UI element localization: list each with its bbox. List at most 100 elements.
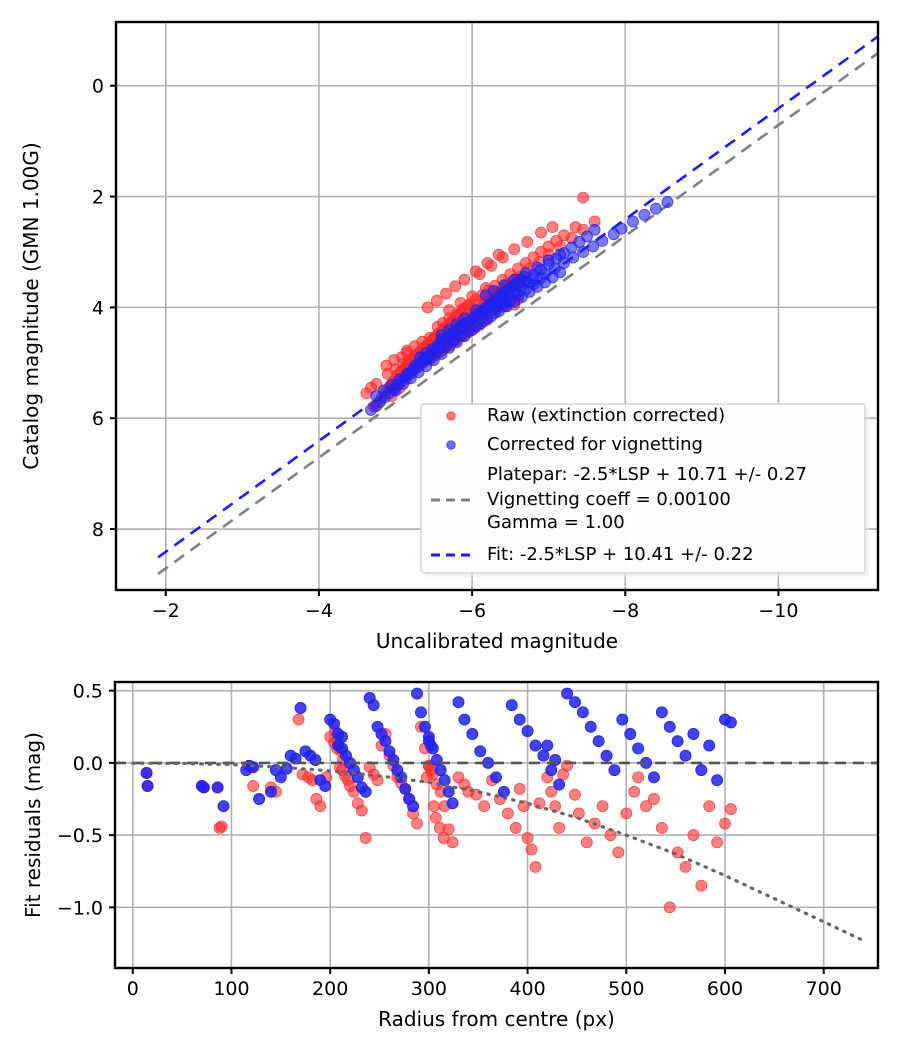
xtick-label: −4 (305, 600, 333, 622)
data-point (418, 720, 431, 733)
data-point (596, 800, 609, 813)
xtick-label: −2 (152, 600, 180, 622)
data-point (505, 699, 518, 712)
x-axis-label: Radius from centre (px) (378, 1007, 615, 1031)
data-point (529, 739, 542, 752)
data-point (577, 246, 590, 258)
legend-label: Corrected for vignetting (487, 434, 703, 455)
legend-entry[interactable]: Gamma = 1.00 (487, 512, 625, 533)
data-point (440, 287, 453, 300)
vignetting-curve (131, 761, 865, 943)
data-point (197, 781, 210, 794)
data-point (414, 351, 426, 364)
plot-background (115, 682, 878, 968)
data-point (328, 717, 341, 730)
xtick-label: 400 (509, 978, 545, 1000)
scatter-series-corrected (365, 196, 674, 416)
axes-frame (114, 20, 880, 592)
data-point (703, 739, 716, 752)
data-point (537, 749, 550, 762)
data-point (615, 222, 628, 235)
data-point (359, 785, 372, 798)
ytick-label: 0 (92, 76, 104, 98)
data-point (481, 257, 494, 269)
data-point (215, 820, 228, 833)
legend-entry[interactable]: Fit: -2.5*LSP + 10.41 +/- 0.22 (431, 544, 754, 565)
data-point (509, 821, 522, 834)
x-axis-label: Uncalibrated magnitude (376, 629, 618, 653)
data-point (679, 749, 692, 762)
data-point (517, 800, 530, 813)
data-point (513, 713, 526, 726)
data-point (584, 720, 597, 733)
data-point (531, 261, 544, 274)
data-point (545, 764, 558, 777)
data-point (469, 265, 482, 278)
data-point (529, 860, 542, 873)
legend-entry[interactable]: Corrected for vignetting (446, 434, 703, 455)
data-point (703, 800, 716, 813)
data-point (554, 248, 567, 261)
data-point (655, 706, 668, 719)
axes-frame (113, 680, 880, 970)
data-point (274, 771, 287, 784)
data-point (490, 771, 502, 784)
data-point (687, 728, 700, 740)
data-point (492, 248, 505, 261)
axis-ticks: 0 100 200 300 400 500 600 700 0.5 0.0 −0.5 −1.0 (57, 681, 842, 1000)
data-point (724, 716, 737, 729)
data-point (569, 696, 581, 709)
data-point (620, 807, 633, 820)
legend-label: Fit: -2.5*LSP + 10.41 +/- 0.22 (487, 544, 754, 565)
data-point (247, 780, 260, 792)
data-point (542, 254, 555, 267)
data-point (580, 836, 593, 849)
data-point (608, 764, 621, 777)
data-point (616, 713, 629, 726)
ytick-label: 8 (92, 519, 104, 541)
ytick-label: 0.0 (73, 753, 103, 775)
legend-entry[interactable]: Raw (extinction corrected) (446, 405, 725, 426)
data-point (477, 306, 490, 319)
legend-marker (446, 411, 456, 421)
data-point (711, 774, 724, 787)
data-point (458, 713, 471, 726)
legend-entry[interactable]: Vignetting coeff = 0.00100 (431, 489, 731, 510)
data-point (626, 215, 639, 228)
data-point (545, 785, 558, 798)
axis-ticks: −2 −4 −6 −8 −10 0 2 4 6 8 (92, 76, 799, 622)
data-point (370, 377, 383, 390)
data-point (711, 836, 724, 849)
data-point (211, 781, 224, 794)
data-point (588, 223, 601, 236)
data-point (592, 735, 605, 748)
data-point (679, 860, 692, 873)
xtick-label: 300 (411, 978, 447, 1000)
xtick-label: 700 (806, 978, 842, 1000)
scatter-series-corrected (140, 687, 737, 813)
data-point (458, 273, 471, 286)
data-point (521, 725, 534, 738)
data-point (724, 803, 737, 816)
data-point (632, 742, 645, 755)
data-point (359, 832, 372, 844)
data-point (466, 728, 479, 740)
data-point (624, 728, 637, 740)
data-point (446, 797, 459, 810)
data-layer (115, 687, 878, 943)
data-point (452, 696, 465, 709)
data-point (265, 785, 277, 798)
legend-entry[interactable]: Platepar: -2.5*LSP + 10.71 +/- 0.27 (487, 464, 807, 485)
data-point (508, 273, 521, 286)
data-point (553, 778, 566, 791)
data-layer (157, 35, 878, 575)
data-point (292, 713, 305, 726)
data-point (420, 771, 433, 784)
xtick-label: 500 (608, 978, 644, 1000)
data-point (553, 821, 566, 834)
data-point (401, 344, 413, 357)
data-point (253, 793, 266, 805)
data-point (443, 304, 456, 317)
data-point (576, 706, 589, 719)
